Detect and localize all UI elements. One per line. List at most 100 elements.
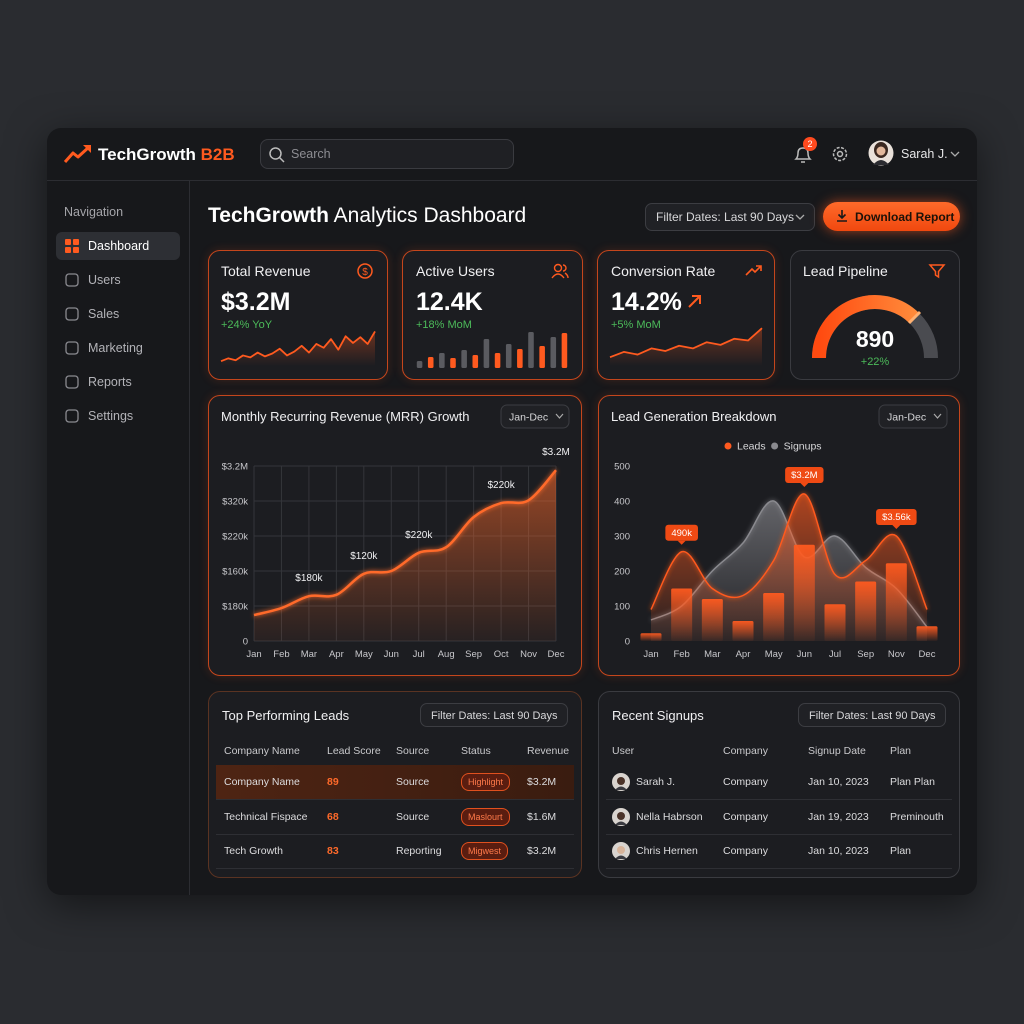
x-tick-label: Mar [704,649,720,660]
sparkline [609,327,763,366]
user-avatar[interactable] [868,140,894,166]
logo-icon [63,145,91,163]
date-filter[interactable]: Filter Dates: Last 90 Days [645,203,815,231]
kpi-label: Total Revenue [221,263,311,279]
y-tick-label: 400 [614,497,630,508]
x-tick-label: Jan [643,649,658,660]
table-filter-text: Filter Dates: Last 90 Days [809,710,936,722]
logo: TechGrowth B2B [98,145,235,165]
nav-icon-part [65,307,79,321]
nav-icon [65,409,79,423]
annotation-box [665,524,698,541]
date-filter-text: Filter Dates: Last 90 Days [656,210,795,224]
nav-item[interactable]: Reports [88,375,132,389]
bar [885,563,907,641]
nav-icon [65,341,79,355]
range-selector-text: Jan-Dec [887,412,926,424]
line [650,493,928,610]
sidebar-divider [189,181,190,895]
bar [824,604,846,641]
table-filter[interactable]: Filter Dates: Last 90 Days [798,703,946,727]
table-cell: Jan 10, 2023 [808,845,869,857]
row-divider [216,799,574,800]
avatar [612,773,630,791]
column-header: Company Name [224,745,300,757]
spark-line [609,327,763,359]
nav-icon [65,239,79,253]
nav-item[interactable]: Users [88,273,121,287]
annotation-pointer [892,525,901,529]
bar [732,621,754,641]
nav-icon-part [65,409,79,423]
range-selector [500,404,570,429]
table-cell: Tech Growth [224,845,283,857]
gauge-value: 890 [856,326,894,352]
settings-icon[interactable] [830,144,850,164]
spark-bar [528,332,534,368]
table-cell: 68 [327,810,339,823]
title-bold: TechGrowth [208,204,329,227]
x-tick-label: Jul [413,649,425,660]
download-icon [837,210,847,222]
nav-icon-part [65,273,79,287]
logo-main: TechGrowth [98,145,196,164]
table-cell: $3.2M [527,845,557,857]
search-box[interactable] [260,139,514,169]
spark-bar [450,358,456,368]
spark-bar [461,350,467,368]
gauge: 890 +22% [812,295,938,368]
nav-item[interactable]: Dashboard [88,239,150,253]
column-header: Status [461,745,491,757]
avatar-face [617,811,625,820]
page-title: TechGrowth Analytics Dashboard [208,204,526,228]
gauge-needle [907,310,922,325]
column-header: Source [396,745,430,757]
table-cell: Jan 10, 2023 [808,776,869,788]
table-cell: Company [723,776,768,788]
avatar-face [617,846,625,854]
filter-chevron [795,214,805,220]
column-header: Lead Score [327,745,381,757]
x-tick-label: Dec [919,649,936,660]
status-pill: Maslourt [461,807,510,826]
kpi-value: 12.4K [416,288,483,316]
nav-icon [65,375,79,389]
table-filter[interactable]: Filter Dates: Last 90 Days [420,703,568,727]
annotation-box [785,467,824,483]
area [254,470,556,641]
status-pill: Migwest [461,842,509,860]
y-tick-label: 100 [614,602,630,613]
spark-bar [561,333,568,368]
bar [793,544,815,641]
y-tick-label: $180k [222,602,248,613]
sparkline [416,332,568,368]
nav-item[interactable]: Marketing [88,341,143,355]
table-cell: Company [723,845,768,857]
column-header: User [612,745,635,757]
up-arrow-icon [688,295,701,308]
download-button[interactable] [823,202,960,231]
bell-icon[interactable] [792,144,814,164]
annotation: $220k [487,480,515,491]
row-highlight [216,765,574,799]
y-tick-label: $3.2M [222,462,248,473]
avatar-face [617,777,625,785]
table-cell: Reporting [396,845,442,857]
kpi-label: Active Users [416,263,495,279]
x-tick-label: Jun [384,649,399,660]
range-selector-text: Jan-Dec [509,412,548,424]
spark-bar [505,344,512,368]
nav-item[interactable]: Sales [88,307,120,321]
user-name[interactable]: Sarah J. [901,147,948,161]
nav-icon-part [65,247,71,253]
y-tick-label: 300 [614,532,630,543]
nav-item[interactable]: Settings [88,409,134,423]
download-text: Download Report [855,210,955,224]
avatar [612,842,630,860]
spark-bar [517,349,523,368]
chart-title: Monthly Recurring Revenue (MRR) Growth [221,409,470,424]
x-tick-label: Nov [888,649,905,660]
kpi-value: $3.2M [221,288,291,316]
x-tick-label: Oct [494,649,509,660]
table-cell: Plan [890,845,912,857]
